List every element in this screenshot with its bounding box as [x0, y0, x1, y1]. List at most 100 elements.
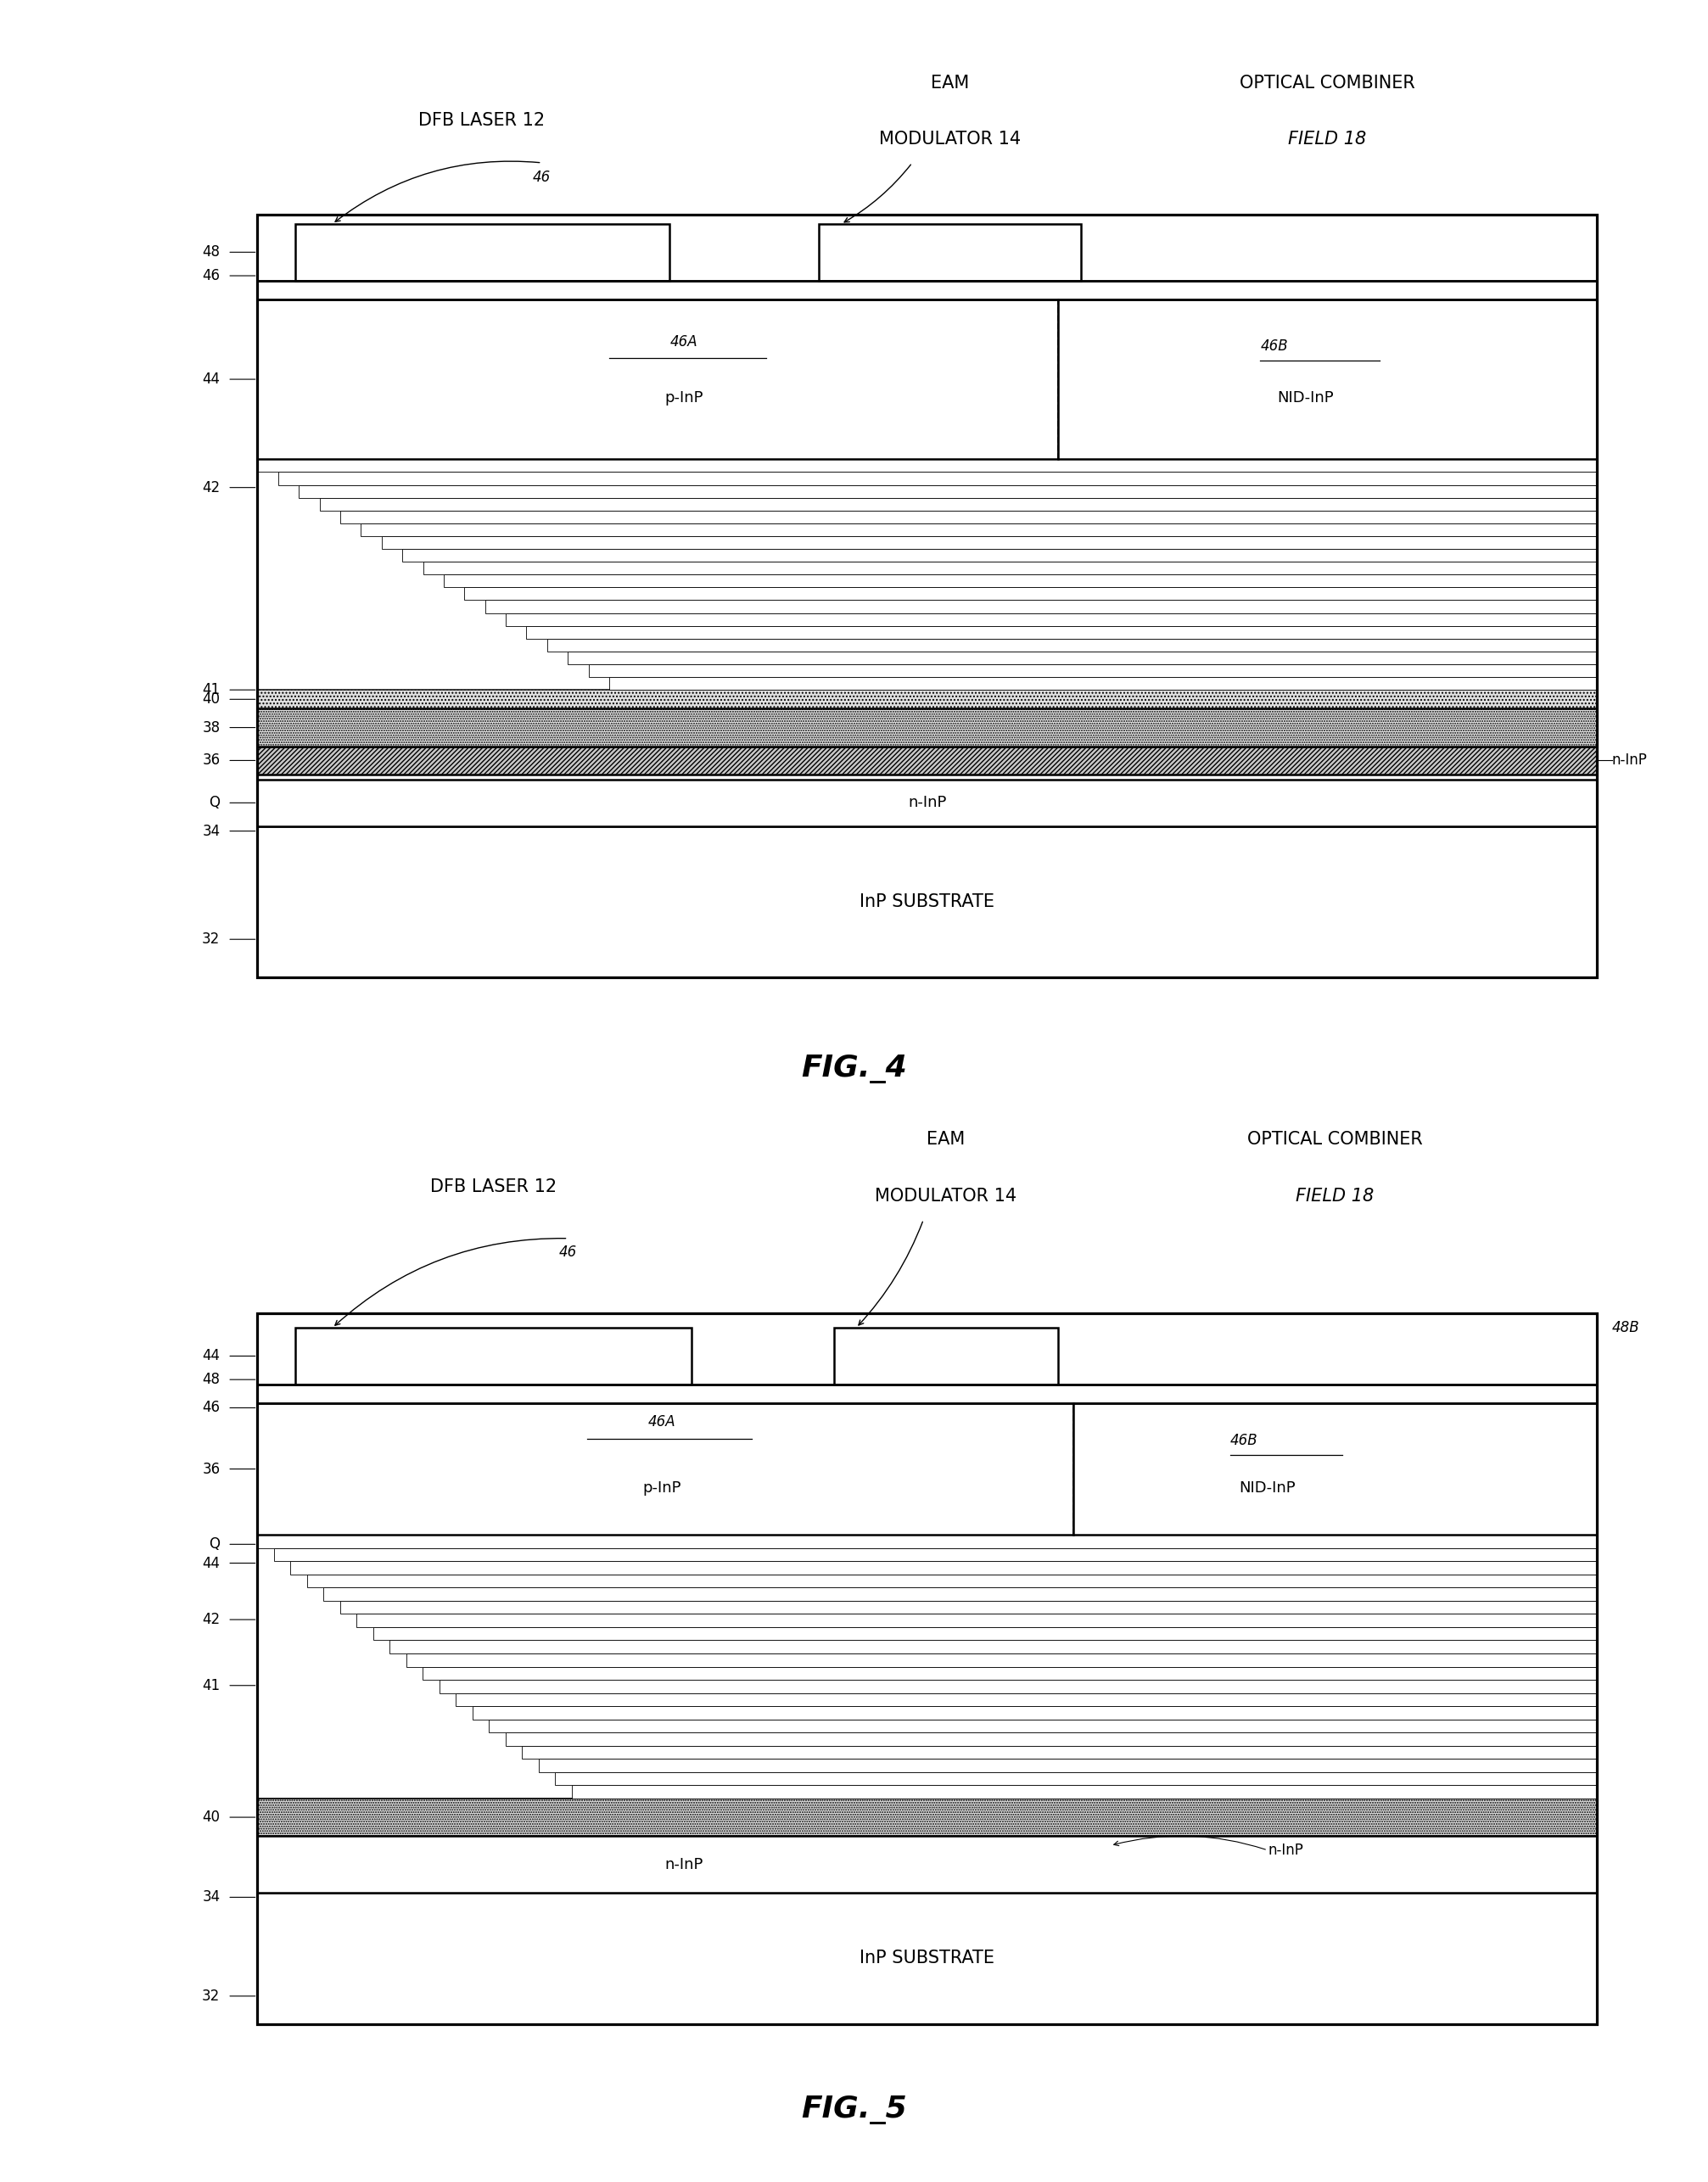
Text: FIG._5: FIG._5 — [801, 2095, 907, 2123]
Text: 44: 44 — [202, 1348, 220, 1364]
Text: n-InP: n-InP — [664, 1857, 704, 1872]
Bar — [258, 779, 1597, 827]
Text: 32: 32 — [202, 1988, 220, 2003]
Bar — [258, 299, 1059, 458]
Text: OPTICAL COMBINER: OPTICAL COMBINER — [1240, 74, 1416, 92]
Bar — [258, 1798, 1597, 1835]
Text: 46: 46 — [202, 1401, 220, 1416]
Text: InP SUBSTRATE: InP SUBSTRATE — [859, 892, 994, 910]
Polygon shape — [506, 1733, 1597, 1746]
Polygon shape — [488, 1719, 1597, 1733]
Text: InP SUBSTRATE: InP SUBSTRATE — [859, 1951, 994, 1966]
Polygon shape — [290, 1562, 1597, 1575]
Polygon shape — [340, 1602, 1597, 1615]
Polygon shape — [258, 458, 1597, 471]
Polygon shape — [567, 652, 1597, 663]
Text: 48: 48 — [202, 244, 220, 260]
Text: 36: 36 — [202, 1462, 220, 1477]
Bar — [258, 1314, 1597, 2025]
Text: 42: 42 — [202, 1612, 220, 1628]
Polygon shape — [403, 550, 1597, 561]
Text: Q: Q — [208, 1536, 220, 1551]
Text: 34: 34 — [202, 1890, 220, 1905]
Bar — [295, 1329, 692, 1383]
Text: 36: 36 — [202, 753, 220, 768]
Polygon shape — [307, 1575, 1597, 1588]
Text: 44: 44 — [202, 371, 220, 386]
Text: 41: 41 — [202, 1678, 220, 1693]
Polygon shape — [389, 1641, 1597, 1654]
Polygon shape — [360, 524, 1597, 537]
Text: 46B: 46B — [1230, 1434, 1257, 1449]
Bar — [258, 1835, 1597, 1892]
Text: MODULATOR 14: MODULATOR 14 — [878, 131, 1021, 148]
Bar — [258, 690, 1597, 709]
Text: FIELD 18: FIELD 18 — [1296, 1187, 1375, 1204]
Polygon shape — [357, 1615, 1597, 1628]
Text: 34: 34 — [202, 823, 220, 838]
Text: n-InP: n-InP — [909, 794, 946, 810]
Bar — [1073, 1403, 1597, 1534]
Bar — [818, 225, 1081, 281]
Text: 48B: 48B — [1612, 1320, 1640, 1335]
Bar — [834, 1329, 1059, 1383]
Polygon shape — [589, 663, 1597, 676]
Polygon shape — [473, 1706, 1597, 1719]
Text: n-InP: n-InP — [1267, 1842, 1303, 1857]
Polygon shape — [323, 1588, 1597, 1602]
Text: 46: 46 — [533, 170, 552, 185]
Polygon shape — [319, 497, 1597, 511]
Text: FIG._4: FIG._4 — [801, 1054, 907, 1082]
Bar — [258, 1403, 1073, 1534]
Bar — [258, 214, 1597, 978]
Text: EAM: EAM — [931, 74, 968, 92]
Polygon shape — [258, 1534, 1597, 1547]
Text: NID-InP: NID-InP — [1240, 1479, 1296, 1495]
Polygon shape — [572, 1785, 1597, 1798]
Text: NID-InP: NID-InP — [1278, 391, 1334, 406]
Polygon shape — [523, 1746, 1597, 1759]
Text: MODULATOR 14: MODULATOR 14 — [874, 1187, 1016, 1204]
Text: 46: 46 — [202, 268, 220, 284]
Polygon shape — [273, 1547, 1597, 1562]
Text: OPTICAL COMBINER: OPTICAL COMBINER — [1247, 1130, 1423, 1148]
Polygon shape — [465, 587, 1597, 600]
Text: 38: 38 — [202, 720, 220, 735]
Text: 46A: 46A — [647, 1414, 675, 1429]
Bar — [258, 827, 1597, 978]
Text: 48: 48 — [202, 1372, 220, 1388]
Text: 41: 41 — [202, 683, 220, 698]
Polygon shape — [424, 1667, 1597, 1680]
Text: 46: 46 — [559, 1246, 577, 1261]
Polygon shape — [278, 471, 1597, 484]
Polygon shape — [374, 1628, 1597, 1641]
Text: DFB LASER 12: DFB LASER 12 — [430, 1178, 557, 1196]
Text: 44: 44 — [202, 1556, 220, 1571]
Bar — [1059, 299, 1597, 458]
Bar — [258, 1892, 1597, 2025]
Polygon shape — [547, 639, 1597, 652]
Polygon shape — [444, 574, 1597, 587]
Text: n-InP: n-InP — [1612, 753, 1648, 768]
Text: Q: Q — [208, 794, 220, 810]
Text: 40: 40 — [202, 692, 220, 707]
Polygon shape — [538, 1759, 1597, 1772]
Polygon shape — [299, 484, 1597, 497]
Text: 32: 32 — [202, 932, 220, 947]
Text: 46B: 46B — [1261, 338, 1288, 353]
Polygon shape — [610, 676, 1597, 690]
Polygon shape — [424, 561, 1597, 574]
Bar — [258, 746, 1597, 775]
Bar — [295, 225, 670, 281]
Text: p-InP: p-InP — [664, 391, 704, 406]
Polygon shape — [439, 1680, 1597, 1693]
Text: p-InP: p-InP — [642, 1479, 681, 1495]
Text: 40: 40 — [202, 1809, 220, 1824]
Polygon shape — [526, 626, 1597, 639]
Polygon shape — [340, 511, 1597, 524]
Text: FIELD 18: FIELD 18 — [1288, 131, 1366, 148]
Text: DFB LASER 12: DFB LASER 12 — [418, 111, 545, 129]
Polygon shape — [485, 600, 1597, 613]
Text: 46A: 46A — [670, 334, 699, 349]
Text: EAM: EAM — [927, 1130, 965, 1148]
